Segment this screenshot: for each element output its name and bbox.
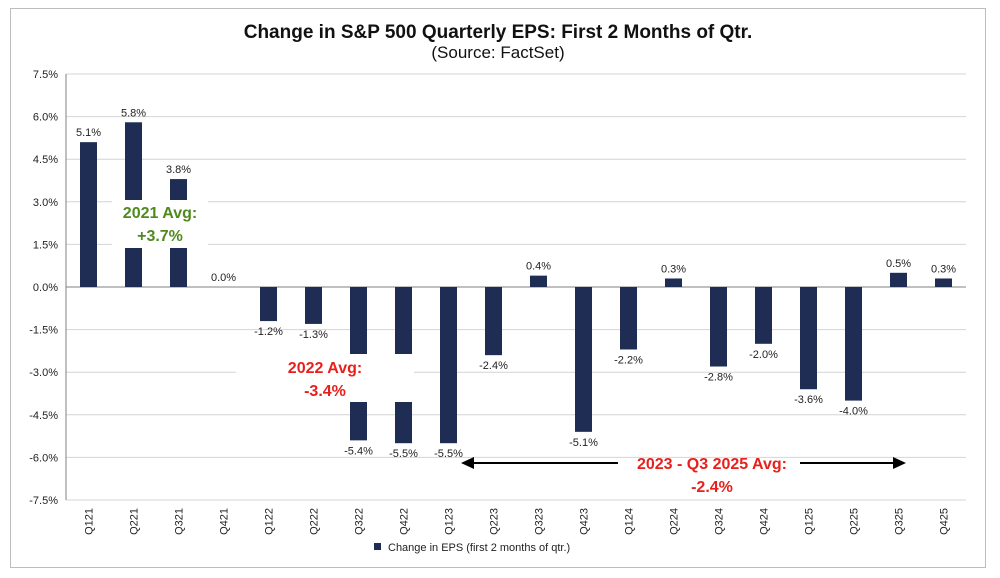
x-tick-label: Q223 (489, 508, 501, 535)
data-label-Q423: -5.1% (569, 437, 598, 449)
bar-Q424 (755, 287, 772, 344)
annotation-2023-value: -2.4% (691, 479, 733, 496)
data-label-Q324: -2.8% (704, 372, 733, 384)
data-label-Q325: 0.5% (886, 258, 911, 270)
data-label-Q323: 0.4% (526, 261, 551, 273)
x-tick-label: Q121 (84, 508, 96, 535)
x-tick-label: Q422 (399, 508, 411, 535)
x-tick-label: Q323 (534, 508, 546, 535)
y-tick-label: -1.5% (29, 325, 58, 337)
chart-subtitle: (Source: FactSet) (431, 43, 564, 62)
y-tick-label: 3.0% (33, 197, 58, 209)
x-axis-ticks: Q121 Q221 Q321 Q421 Q122 Q222 Q322 Q422 Q123 Q223… (84, 508, 951, 535)
data-label-Q123: -5.5% (434, 448, 463, 460)
data-label-Q424: -2.0% (749, 349, 778, 361)
x-tick-label: Q324 (714, 508, 726, 535)
y-tick-label: 4.5% (33, 154, 58, 166)
x-tick-label: Q321 (174, 508, 186, 535)
annotation-2022-bg (236, 354, 414, 402)
x-tick-label: Q424 (759, 508, 771, 535)
data-label-Q122: -1.2% (254, 326, 283, 338)
bar-Q425 (935, 278, 952, 287)
x-tick-label: Q222 (309, 508, 321, 535)
legend-label: Change in EPS (first 2 months of qtr.) (388, 542, 570, 554)
x-tick-label: Q225 (849, 508, 861, 535)
x-tick-label: Q322 (354, 508, 366, 535)
y-axis-ticks: 7.5% 6.0% 4.5% 3.0% 1.5% 0.0% -1.5% -3.0% -4.5% -… (29, 69, 58, 507)
data-label-Q124: -2.2% (614, 354, 643, 366)
bar-Q223 (485, 287, 502, 356)
x-tick-label: Q423 (579, 508, 591, 535)
x-tick-label: Q123 (444, 508, 456, 535)
data-label-Q421: 0.0% (211, 272, 236, 284)
y-tick-label: -3.0% (29, 367, 58, 379)
data-label-Q121: 5.1% (76, 127, 101, 139)
bar-Q423 (575, 287, 592, 432)
x-tick-label: Q122 (264, 508, 276, 535)
annotation-2022-value: -3.4% (304, 383, 346, 400)
data-label-Q225: -4.0% (839, 406, 868, 418)
bar-Q124 (620, 287, 637, 350)
gridlines (65, 73, 966, 501)
annotation-2021-label: 2021 Avg: (123, 205, 197, 222)
data-label-Q322: -5.4% (344, 445, 373, 457)
bar-Q121 (80, 142, 97, 287)
y-tick-label: 1.5% (33, 239, 58, 251)
annotations: 2021 Avg: +3.7% 2022 Avg: -3.4% 2023 - Q… (112, 200, 906, 496)
data-label-Q222: -1.3% (299, 329, 328, 341)
bar-labels: 5.1% 5.8% 3.8% 0.0% -1.2% -1.3% -5.4% -5.5% -5.5… (76, 107, 956, 460)
x-tick-label: Q224 (669, 508, 681, 535)
y-tick-label: -7.5% (29, 495, 58, 507)
data-label-Q221: 5.8% (121, 107, 146, 119)
x-tick-label: Q325 (894, 508, 906, 535)
annotation-2023-arrowhead-left (461, 457, 474, 469)
x-tick-label: Q221 (129, 508, 141, 535)
legend: Change in EPS (first 2 months of qtr.) (374, 542, 570, 554)
bar-Q325 (890, 272, 907, 287)
bar-Q324 (710, 287, 727, 367)
annotation-2023-label: 2023 - Q3 2025 Avg: (637, 456, 787, 473)
bar-Q123 (440, 287, 457, 444)
bar-Q225 (845, 287, 862, 401)
data-label-Q125: -3.6% (794, 394, 823, 406)
annotation-2021-bg (112, 200, 208, 248)
x-tick-label: Q125 (804, 508, 816, 535)
annotation-2023-arrowhead-right (893, 457, 906, 469)
x-tick-label: Q124 (624, 508, 636, 535)
x-tick-label: Q421 (219, 508, 231, 535)
data-label-Q321: 3.8% (166, 164, 191, 176)
y-tick-label: 7.5% (33, 69, 58, 81)
chart-frame (10, 8, 986, 568)
bar-Q323 (530, 275, 547, 287)
y-tick-label: 6.0% (33, 112, 58, 124)
bar-Q222 (305, 287, 322, 324)
legend-swatch (374, 543, 381, 550)
y-tick-label: 0.0% (33, 282, 58, 294)
data-label-Q422: -5.5% (389, 448, 418, 460)
data-label-Q425: 0.3% (931, 263, 956, 275)
x-tick-label: Q425 (939, 508, 951, 535)
annotation-2022-label: 2022 Avg: (288, 360, 362, 377)
bar-Q125 (800, 287, 817, 390)
bar-Q224 (665, 278, 682, 287)
data-label-Q223: -2.4% (479, 360, 508, 372)
chart-title: Change in S&P 500 Quarterly EPS: First 2… (244, 22, 753, 43)
bar-Q122 (260, 287, 277, 322)
y-tick-label: -6.0% (29, 452, 58, 464)
y-tick-label: -4.5% (29, 410, 58, 422)
annotation-2021-value: +3.7% (137, 228, 183, 245)
data-label-Q224: 0.3% (661, 263, 686, 275)
